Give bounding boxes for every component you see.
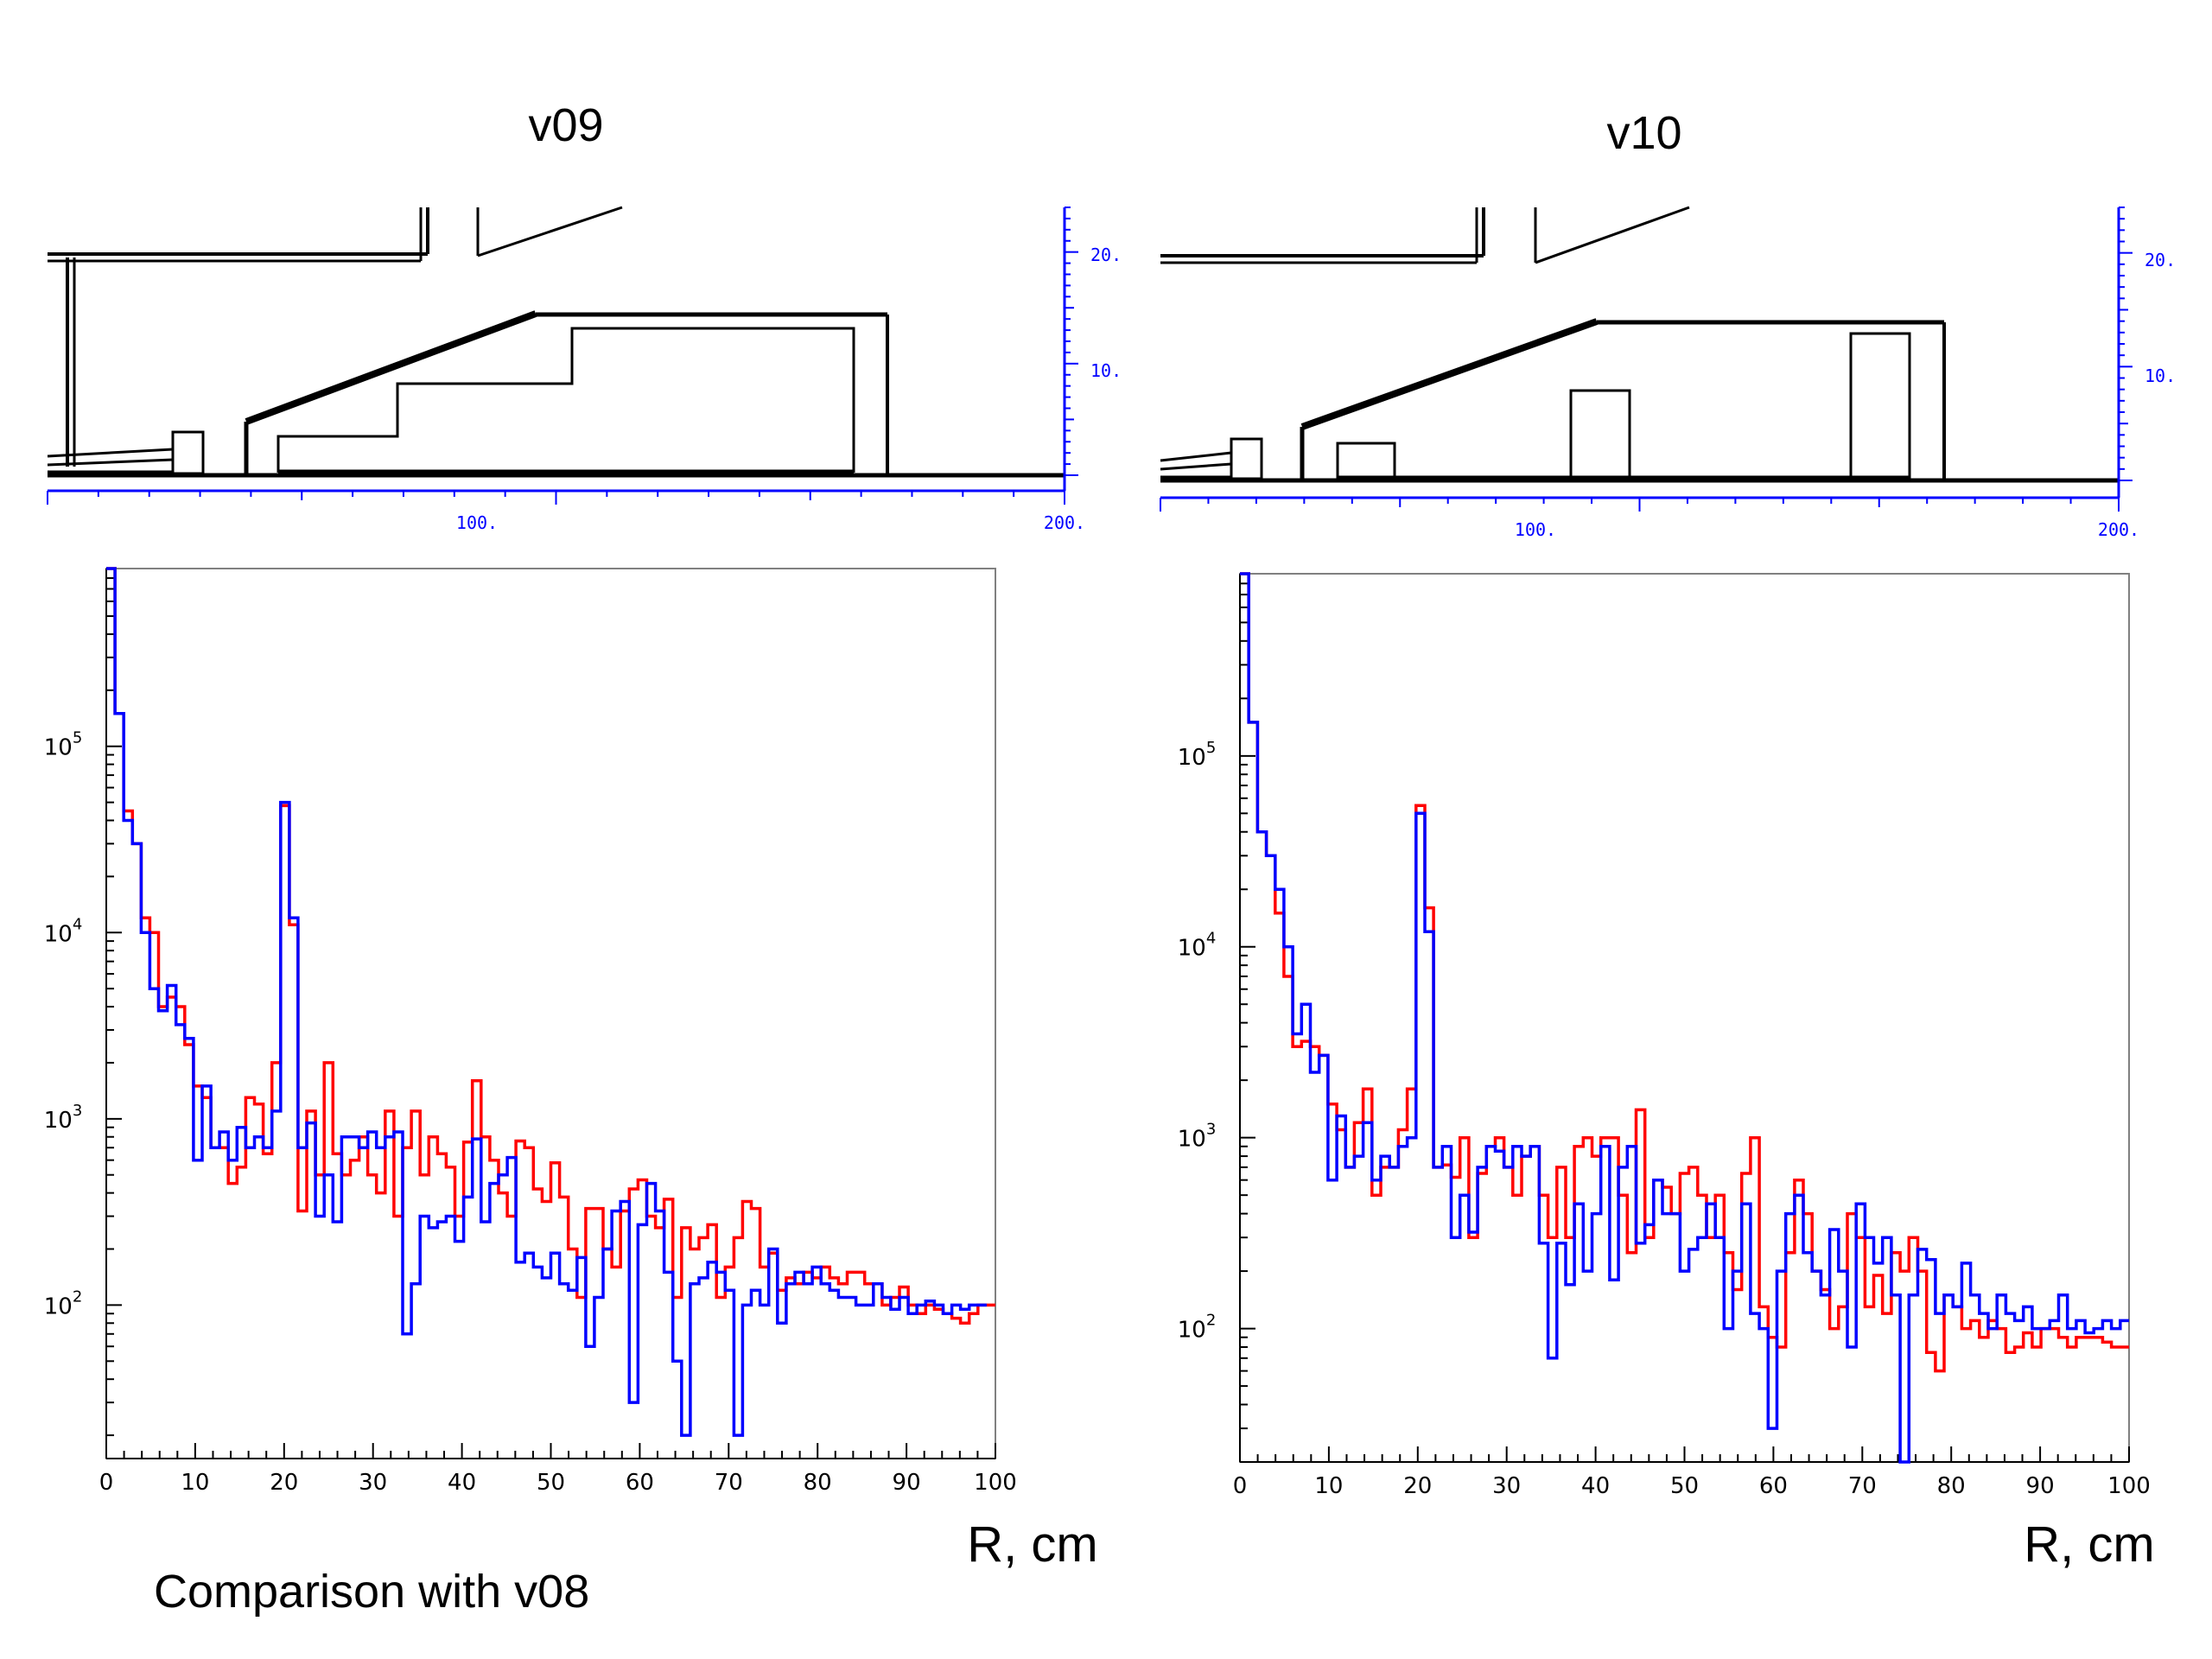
geometry-axes-v10: 100. 200. 10. 20. [1160,207,2176,540]
x-tick-label: 20 [270,1470,298,1496]
x-tick-label: 60 [1759,1473,1788,1499]
x-tick-label: 80 [804,1470,832,1496]
panel-title-v09: v09 [528,99,603,151]
x-tick-label: 0 [1233,1473,1248,1499]
x-axis-label-v09: R, cm [967,1516,1097,1573]
x-tick-label: 90 [893,1470,921,1496]
x-tick-label: 10 [1314,1473,1343,1499]
histogram-series-red [1240,572,2129,1373]
geometry-y-tick-10: 10. [1090,360,1122,381]
x-tick-label: 50 [1670,1473,1699,1499]
x-tick-label: 20 [1403,1473,1432,1499]
geometry-drawing-v10 [1160,206,2119,483]
x-tick-label: 0 [99,1470,114,1496]
x-tick-label: 100 [2107,1473,2151,1499]
x-tick-label: 30 [359,1470,387,1496]
y-tick-label: 105 [1178,739,1217,771]
x-axis-label-v10: R, cm [2024,1516,2154,1573]
geometry-drawing-v09 [47,206,1065,478]
geometry-y-tick-10: 10. [2145,365,2176,386]
geometry-x-tick-200: 200. [2098,519,2139,540]
geometry-axes-v09: 100. 200. 10. 20. [47,207,1122,533]
x-tick-label: 10 [181,1470,209,1496]
x-tick-label: 100 [974,1470,1017,1496]
histogram-v10: 0 10 20 30 40 50 60 70 80 90 100 102 103 104 105 [1178,572,2151,1499]
histogram-series-blue [106,567,987,1437]
x-tick-label: 30 [1492,1473,1521,1499]
panel-title-v10: v10 [1606,107,1681,159]
plot-frame [105,568,996,1459]
x-tick-label: 90 [2026,1473,2055,1499]
geometry-y-tick-20: 20. [2145,250,2176,270]
x-tick-label: 40 [1581,1473,1610,1499]
y-tick-label: 102 [1178,1312,1217,1344]
geometry-y-tick-20: 20. [1090,245,1122,265]
geometry-x-tick-200: 200. [1044,512,1085,533]
y-tick-label: 105 [44,729,83,761]
geometry-x-tick-100: 100. [456,512,498,533]
histogram-series-blue [1240,572,2129,1464]
geometry-x-tick-100: 100. [1515,519,1556,540]
y-tick-label: 104 [44,915,83,947]
x-tick-label: 40 [448,1470,476,1496]
footer-note: Comparison with v08 [154,1566,589,1618]
x-tick-label: 70 [715,1470,743,1496]
histogram-series-red [106,567,995,1325]
y-tick-label: 102 [44,1287,83,1319]
y-tick-label: 103 [44,1102,83,1134]
y-tick-label: 104 [1178,930,1217,962]
histogram-v09: 0 10 20 30 40 50 60 70 80 90 100 102 103 104 105 [44,567,1017,1496]
y-tick-label: 103 [1178,1121,1217,1153]
x-tick-label: 70 [1848,1473,1877,1499]
x-tick-label: 80 [1937,1473,1966,1499]
x-tick-label: 60 [626,1470,654,1496]
x-tick-label: 50 [537,1470,565,1496]
